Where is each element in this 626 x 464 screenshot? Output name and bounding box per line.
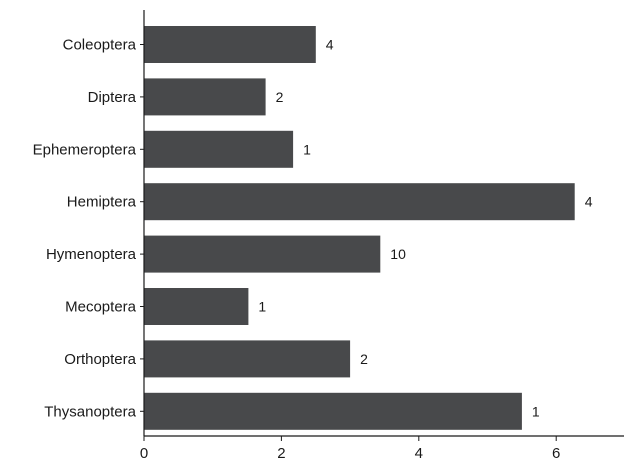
bar-diptera [144,78,266,116]
data-label-diptera: 2 [276,89,284,105]
bar-ephemeroptera [144,130,294,168]
category-label-ephemeroptera: Ephemeroptera [33,141,137,158]
data-labels: 4 2 1 4 10 1 2 1 [258,37,592,420]
x-tick-label-2: 2 [277,445,285,462]
category-label-diptera: Diptera [88,89,137,106]
category-label-thysanoptera: Thysanoptera [44,403,136,420]
category-label-mecoptera: Mecoptera [65,299,137,316]
bar-hymenoptera [144,235,381,273]
data-label-hymenoptera: 10 [390,246,406,262]
bar-hemiptera [144,183,575,221]
axes: 0 2 4 6 [140,10,624,462]
x-tick-label-6: 6 [552,445,560,462]
bar-orthoptera [144,340,351,378]
bar-mecoptera [144,288,249,325]
data-label-coleoptera: 4 [326,37,334,53]
data-label-hemiptera: 4 [585,194,593,210]
data-label-mecoptera: 1 [258,299,266,315]
category-label-orthoptera: Orthoptera [64,351,136,368]
category-label-coleoptera: Coleoptera [63,37,137,54]
data-label-thysanoptera: 1 [532,403,540,419]
category-label-hymenoptera: Hymenoptera [46,246,137,263]
data-label-ephemeroptera: 1 [303,141,311,157]
bars-group [144,26,575,430]
category-labels: Coleoptera Diptera Ephemeroptera Hemiptera H… [33,37,137,421]
x-tick-label-0: 0 [140,445,148,462]
category-label-hemiptera: Hemiptera [67,194,137,211]
data-label-orthoptera: 2 [360,351,368,367]
bar-thysanoptera [144,392,522,430]
x-tick-label-4: 4 [415,445,423,462]
bar-coleoptera [144,26,316,63]
